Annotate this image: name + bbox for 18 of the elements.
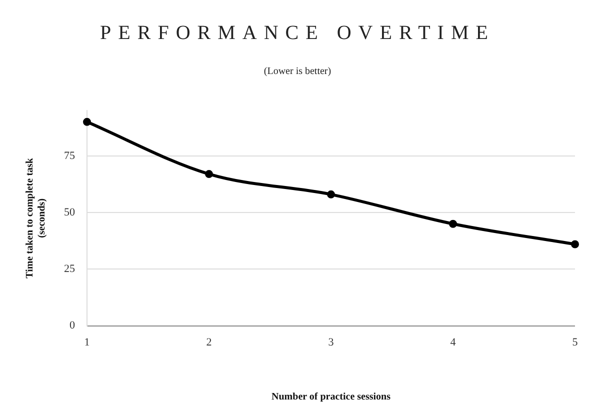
x-tick-label: 3 [328,336,334,348]
point [205,170,213,178]
x-tick-label: 5 [572,336,578,348]
y-tick-label: 50 [64,206,76,218]
y-tick-label: 0 [70,320,76,332]
point [83,118,91,126]
x-tick-label: 2 [206,336,212,348]
x-tick-label: 1 [84,336,90,348]
point [327,190,335,198]
point [449,220,457,228]
y-tick-label: 75 [64,150,76,162]
chart-subtitle: (Lower is better) [262,66,332,77]
point [571,240,579,248]
x-axis-title: Number of practice sessions [272,392,391,403]
chart-title: PERFORMANCE OVERTIME [99,22,496,45]
y-tick-label: 25 [64,263,76,276]
y-axis-title: Time taken to complete task (seconds) [24,158,48,278]
x-tick-label: 4 [450,336,456,348]
